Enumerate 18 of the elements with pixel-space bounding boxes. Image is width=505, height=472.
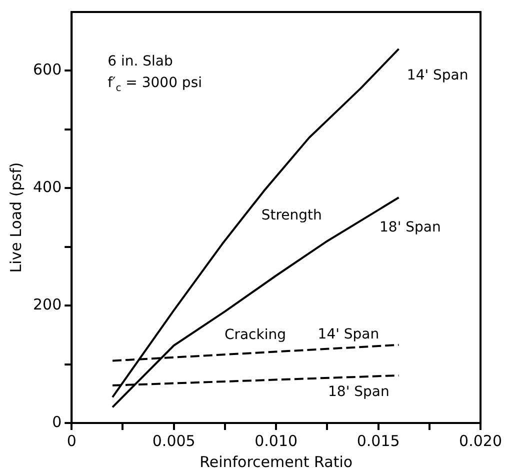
x-tick-label: 0.010 bbox=[254, 432, 298, 450]
y-tick-label: 400 bbox=[32, 178, 62, 196]
x-tick-label: 0.020 bbox=[459, 432, 502, 450]
x-tick-label: 0 bbox=[66, 432, 76, 450]
y-axis-title: Live Load (psf) bbox=[6, 162, 25, 273]
annotation: Strength bbox=[261, 207, 322, 224]
annotation: 14' Span bbox=[318, 326, 380, 342]
y-tick-label: 600 bbox=[32, 60, 62, 79]
y-tick-label: 0 bbox=[52, 412, 62, 431]
annotation: 18' Span bbox=[380, 219, 441, 236]
annotation: 14' Span bbox=[406, 67, 468, 84]
annotation: 6 in. Slab bbox=[108, 53, 173, 70]
annotation: 18' Span bbox=[328, 384, 390, 400]
x-axis-title: Reinforcement Ratio bbox=[200, 452, 353, 471]
annotation: Cracking bbox=[224, 327, 286, 344]
x-tick-label: 0.005 bbox=[152, 432, 196, 450]
y-tick-label: 200 bbox=[32, 295, 62, 314]
x-tick-label: 0.015 bbox=[356, 432, 400, 450]
